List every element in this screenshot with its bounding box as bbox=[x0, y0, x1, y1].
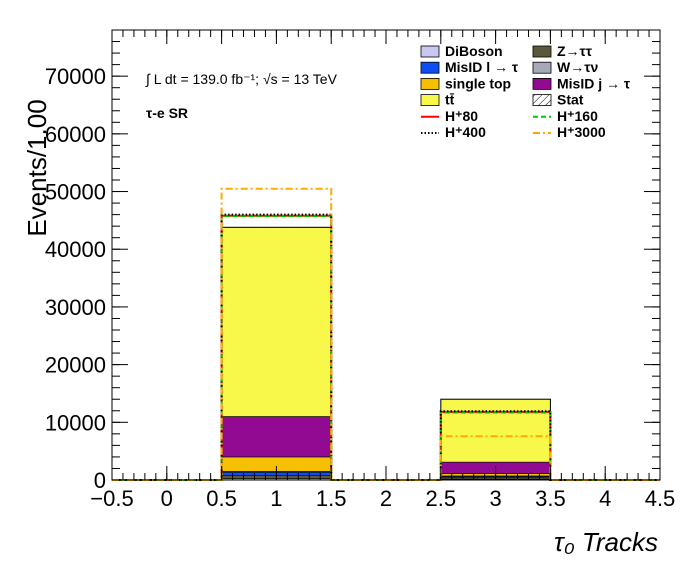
legend-swatch bbox=[420, 94, 440, 106]
y-tick-label: 30000 bbox=[45, 295, 106, 320]
y-axis-title: Events/1.00 bbox=[22, 99, 52, 236]
legend-label: Stat bbox=[557, 92, 584, 108]
legend-swatch bbox=[420, 45, 440, 58]
y-tick-label: 70000 bbox=[45, 64, 106, 89]
y-tick-label: 60000 bbox=[45, 122, 106, 147]
legend-label: DiBoson bbox=[445, 43, 503, 59]
x-tick-label: 1 bbox=[270, 486, 282, 511]
legend-swatch bbox=[420, 61, 440, 74]
region-annotation: τ-e SR bbox=[146, 105, 188, 121]
legend-swatch bbox=[532, 61, 552, 74]
x-tick-label: 1.5 bbox=[316, 486, 347, 511]
legend-swatch bbox=[420, 78, 440, 90]
legend-label: W→τν bbox=[557, 59, 598, 75]
y-tick-label: 40000 bbox=[45, 237, 106, 262]
legend-swatch bbox=[532, 45, 552, 58]
legend-label: tt̄ bbox=[445, 91, 455, 107]
x-tick-label: 3.5 bbox=[535, 486, 566, 511]
x-tick-label: 4 bbox=[599, 486, 611, 511]
x-tick-label: 3 bbox=[489, 486, 501, 511]
legend-label: Z→ττ bbox=[557, 43, 593, 59]
y-tick-label: 10000 bbox=[45, 410, 106, 435]
x-tick-label: 0 bbox=[161, 486, 173, 511]
x-tick-label: 2 bbox=[380, 486, 392, 511]
y-tick-label: 0 bbox=[94, 468, 106, 493]
bar-segment-6 bbox=[221, 416, 332, 458]
legend-label: H⁺160 bbox=[557, 108, 598, 124]
legend-label: H⁺3000 bbox=[557, 124, 606, 140]
bar-segment-7 bbox=[440, 398, 551, 463]
x-tick-label: 4.5 bbox=[645, 486, 676, 511]
y-tick-label: 20000 bbox=[45, 353, 106, 378]
legend-label: MisID j → τ bbox=[557, 75, 631, 91]
x-tick-label: −0.5 bbox=[90, 486, 133, 511]
legend-swatch-stat bbox=[532, 94, 552, 106]
x-tick-label: 2.5 bbox=[426, 486, 457, 511]
legend-label: MisID l → τ bbox=[445, 59, 519, 75]
y-tick-label: 50000 bbox=[45, 180, 106, 205]
axes: −0.5 0 0.5 1 1.5 2 2.5 3 3.5 4 4.50100002000030000… bbox=[45, 29, 676, 511]
x-tick-label: 0.5 bbox=[206, 486, 237, 511]
x-axis-title: τ₀ Tracks bbox=[554, 527, 658, 557]
bar-segment-7 bbox=[221, 227, 332, 417]
legend-swatch bbox=[532, 78, 552, 90]
legend-label: H⁺80 bbox=[445, 108, 478, 124]
legend-label: H⁺400 bbox=[445, 124, 486, 140]
legend-label: single top bbox=[445, 75, 511, 91]
lumi-annotation: ∫ L dt = 139.0 fb⁻¹; √s = 13 TeV bbox=[145, 71, 338, 87]
